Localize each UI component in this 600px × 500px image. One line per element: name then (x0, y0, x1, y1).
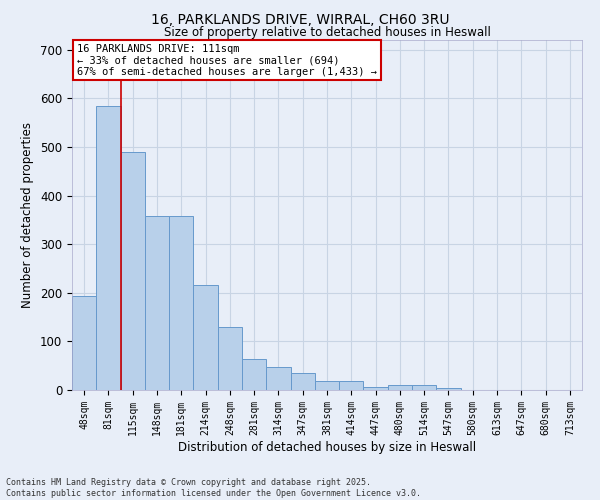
Bar (145, 216, 169, 390)
Text: 16 PARKLANDS DRIVE: 111sqm
← 33% of detached houses are smaller (694)
67% of sem: 16 PARKLANDS DRIVE: 111sqm ← 33% of deta… (77, 44, 377, 76)
Title: Size of property relative to detached houses in Heswall: Size of property relative to detached ho… (164, 26, 490, 39)
Text: Contains HM Land Registry data © Crown copyright and database right 2025.
Contai: Contains HM Land Registry data © Crown c… (6, 478, 421, 498)
Bar (96, 106, 121, 390)
Bar (266, 367, 290, 390)
Bar (436, 388, 461, 390)
Bar (364, 386, 388, 390)
X-axis label: Distribution of detached houses by size in Heswall: Distribution of detached houses by size … (178, 440, 476, 454)
Bar (169, 216, 193, 390)
Bar (121, 152, 145, 390)
Y-axis label: Number of detached properties: Number of detached properties (22, 122, 34, 308)
Bar (388, 384, 412, 390)
Bar (290, 373, 315, 390)
Bar (339, 381, 364, 390)
Bar (72, 296, 96, 390)
Bar (193, 286, 218, 390)
Bar (315, 381, 339, 390)
Bar (218, 327, 242, 390)
Bar (242, 360, 266, 390)
Bar (412, 384, 436, 390)
Text: 16, PARKLANDS DRIVE, WIRRAL, CH60 3RU: 16, PARKLANDS DRIVE, WIRRAL, CH60 3RU (151, 12, 449, 26)
